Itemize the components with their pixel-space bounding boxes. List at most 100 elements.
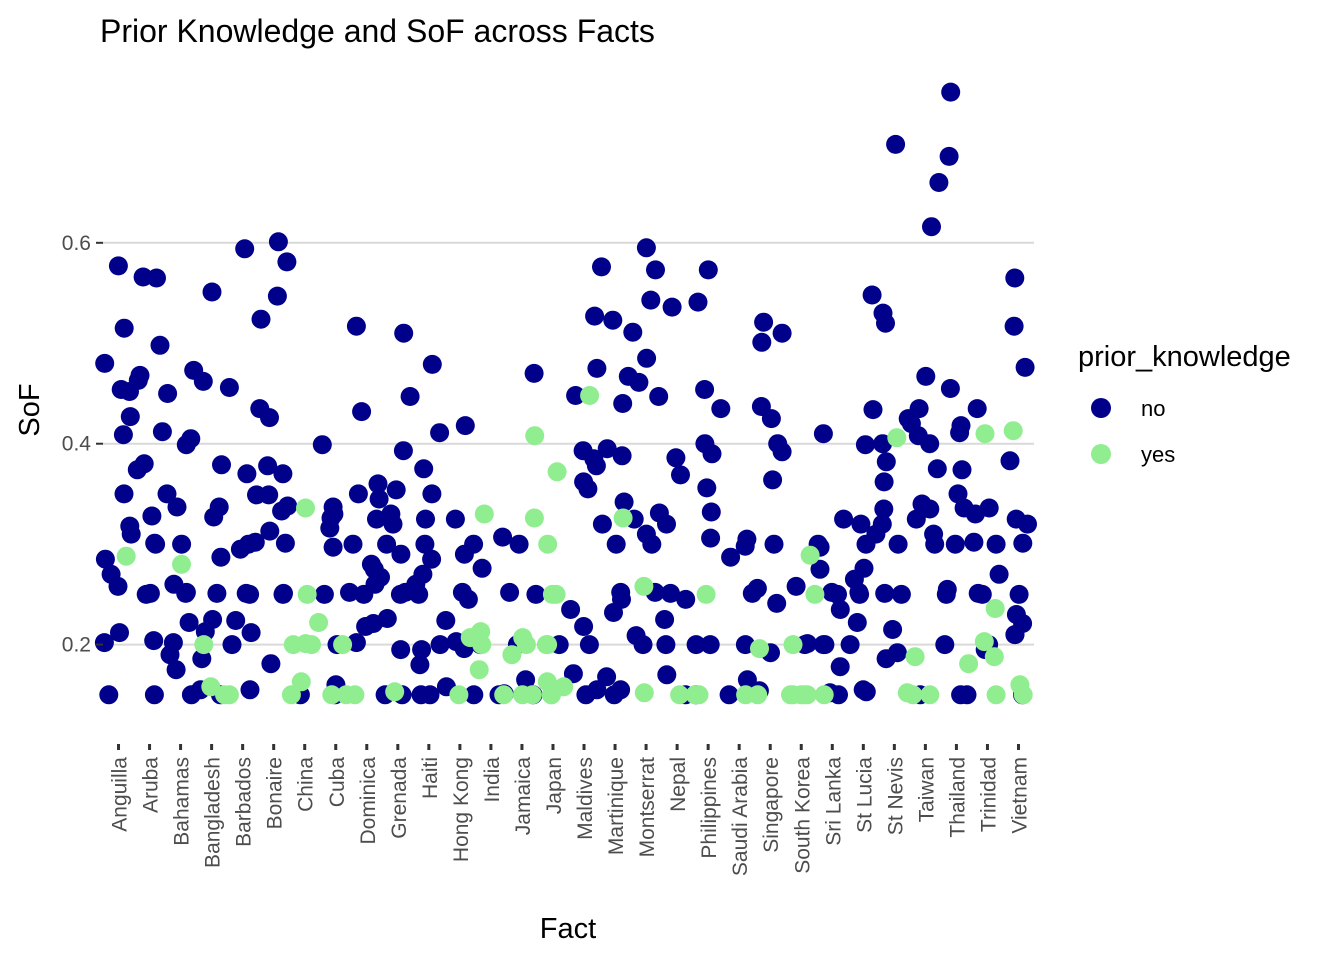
point-no [951, 685, 971, 705]
x-tick-label: Montserrat [636, 757, 659, 858]
x-tick-label: South Korea [791, 757, 814, 874]
point-no [719, 685, 739, 705]
point-yes [297, 584, 317, 604]
point-no [204, 507, 224, 527]
point-no [612, 446, 632, 466]
point-no [574, 617, 594, 636]
point-no [261, 654, 281, 674]
point-no [676, 589, 696, 609]
point-no [927, 459, 947, 479]
point-no [655, 610, 675, 629]
point-no [369, 489, 389, 509]
point-no [873, 434, 893, 454]
point-yes [469, 660, 489, 680]
point-no [323, 537, 343, 557]
point-no [179, 613, 199, 632]
point-yes [194, 635, 214, 655]
point-no [260, 408, 279, 428]
point-yes [696, 584, 716, 604]
point-yes [302, 635, 321, 655]
point-no [875, 583, 895, 603]
point-yes [580, 386, 600, 405]
point-no [111, 380, 131, 399]
point-no [606, 534, 626, 554]
x-axis-title: Fact [540, 913, 596, 945]
point-yes [984, 647, 1004, 667]
point-no [916, 366, 936, 386]
point-yes [634, 576, 654, 596]
point-no [888, 534, 908, 554]
point-no [241, 623, 261, 643]
point-yes [670, 685, 690, 705]
point-no [986, 534, 1006, 554]
point-no [277, 252, 297, 272]
point-yes [800, 545, 820, 565]
legend-title: prior_knowledge [1078, 341, 1291, 373]
point-no [272, 501, 292, 521]
point-no [855, 435, 875, 455]
point-no [863, 400, 883, 420]
point-no [1009, 584, 1029, 604]
point-no [120, 407, 140, 427]
point-no [721, 547, 741, 567]
point-no [603, 310, 623, 330]
point-yes [474, 504, 494, 524]
x-tick-label: Jamaica [512, 757, 535, 836]
point-no [614, 492, 634, 512]
point-no [922, 217, 941, 237]
legend-items: no yes [1091, 396, 1175, 467]
point-yes [219, 685, 239, 705]
point-no [230, 539, 250, 559]
point-no [412, 640, 432, 660]
point-no [377, 534, 397, 554]
point-yes [814, 685, 834, 705]
point-no [430, 635, 450, 655]
chart-title: Prior Knowledge and SoF across Facts [100, 13, 655, 49]
point-no [965, 504, 985, 524]
point-no [876, 452, 896, 472]
point-no [219, 378, 239, 397]
point-no [95, 549, 115, 569]
point-no [393, 441, 413, 461]
point-no [874, 499, 894, 519]
point-yes [750, 639, 769, 659]
point-no [578, 479, 598, 499]
point-yes [794, 685, 814, 705]
point-no [856, 682, 876, 702]
point-no [110, 623, 129, 643]
point-no [662, 297, 682, 317]
point-no [207, 583, 227, 603]
x-tick-label: Haiti [419, 757, 442, 799]
x-tick-label: Anguilla [109, 757, 132, 832]
x-tick-label: Aruba [140, 757, 163, 813]
point-no [850, 584, 870, 604]
point-yes [920, 685, 940, 705]
point-no [711, 399, 731, 419]
point-no [356, 617, 376, 636]
point-no [235, 239, 255, 259]
point-no [952, 460, 972, 480]
point-no [113, 425, 133, 445]
x-tick-label: Saudi Arabia [729, 757, 752, 876]
point-no [275, 533, 295, 553]
point-no [391, 640, 411, 660]
point-yes [985, 599, 1005, 618]
point-no [686, 635, 706, 655]
point-no [251, 309, 271, 329]
point-no [701, 502, 721, 522]
point-no [158, 384, 178, 403]
point-no [516, 670, 536, 690]
point-no [237, 464, 257, 484]
point-yes [116, 546, 136, 566]
point-no [829, 685, 848, 705]
point-yes [309, 613, 329, 632]
point-no [772, 442, 792, 462]
point-yes [385, 682, 405, 702]
point-no [136, 584, 156, 604]
point-no [1015, 357, 1035, 377]
point-no [657, 665, 677, 685]
point-no [273, 464, 293, 484]
point-no [146, 534, 166, 554]
point-no [346, 316, 366, 336]
point-no [754, 312, 774, 332]
